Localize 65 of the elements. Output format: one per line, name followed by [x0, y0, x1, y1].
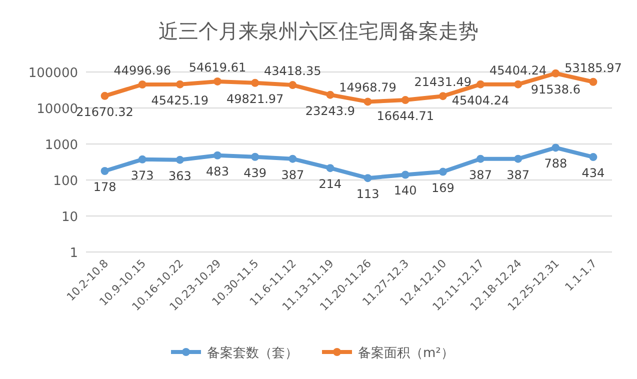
y-tick-label: 10000: [36, 102, 78, 117]
y-tick-label: 10: [61, 210, 78, 225]
chart-title: 近三个月来泉州六区住宅周备案走势: [158, 19, 478, 43]
data-label: 21431.49: [414, 75, 472, 90]
point: [589, 78, 598, 86]
point: [438, 92, 447, 100]
data-label: 44996.96: [114, 63, 171, 78]
point: [138, 80, 146, 88]
y-tick-label: 1000: [44, 138, 78, 153]
point: [138, 155, 146, 164]
data-label: 169: [431, 180, 454, 195]
data-label: 178: [93, 180, 116, 194]
legend-label: 备案套数（套）: [207, 345, 298, 361]
point: [100, 92, 109, 100]
data-label: 91538.6: [530, 82, 580, 96]
data-label: 21670.32: [76, 104, 134, 119]
point: [364, 98, 372, 106]
data-label: 43418.35: [264, 64, 322, 78]
data-label: 434: [582, 166, 605, 180]
point: [214, 77, 222, 86]
point: [288, 154, 297, 163]
point: [176, 80, 184, 88]
point: [476, 80, 484, 88]
data-label: 140: [394, 184, 417, 198]
data-label: 14968.79: [339, 80, 396, 95]
data-label: 439: [244, 166, 267, 180]
point: [326, 164, 334, 172]
data-label: 49821.97: [226, 92, 284, 106]
data-label: 363: [168, 168, 192, 183]
point: [100, 166, 109, 175]
data-label: 214: [318, 177, 342, 192]
point: [251, 78, 260, 87]
point: [364, 174, 372, 182]
legend-label: 备案面积（m²）: [358, 345, 454, 361]
y-tick-label: 100: [53, 174, 78, 189]
data-label: 16644.71: [376, 109, 434, 124]
point: [401, 96, 410, 104]
point: [288, 81, 297, 90]
data-label: 45404.24: [452, 93, 510, 108]
point: [251, 152, 260, 161]
point: [552, 69, 560, 78]
data-label: 54619.61: [188, 60, 246, 74]
y-tick-label: 1: [70, 246, 78, 261]
y-tick-label: 100000: [28, 66, 78, 81]
point: [176, 156, 184, 164]
point: [589, 153, 598, 162]
data-label: 788: [544, 156, 568, 171]
data-label: 113: [356, 187, 380, 202]
point: [214, 151, 222, 160]
data-label: 483: [206, 164, 229, 178]
data-label: 373: [130, 168, 154, 182]
point: [326, 90, 334, 99]
data-label: 53185.97: [564, 60, 622, 75]
point: [438, 168, 447, 176]
data-label: 387: [281, 168, 304, 182]
point: [514, 154, 522, 163]
data-label: 387: [469, 168, 492, 182]
data-label: 387: [506, 168, 530, 182]
point: [514, 80, 522, 88]
point: [552, 144, 560, 152]
data-label: 23243.9: [305, 104, 356, 118]
data-label: 45404.24: [489, 63, 547, 78]
point: [476, 154, 484, 163]
data-label: 45425.19: [151, 93, 209, 108]
point: [401, 170, 410, 179]
